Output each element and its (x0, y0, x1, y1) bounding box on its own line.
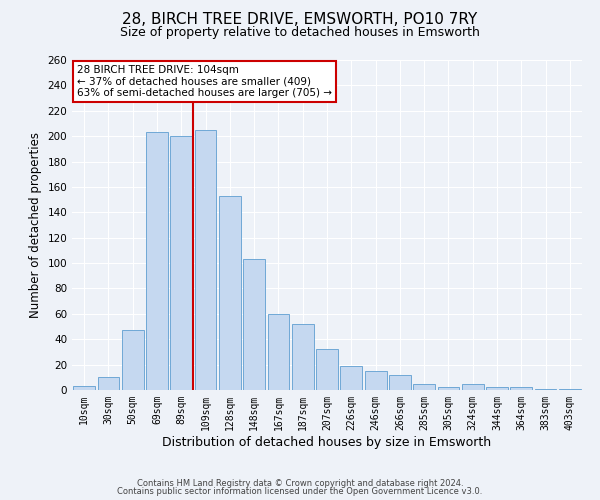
Bar (122, 330, 143, 390)
Bar (462, 384, 484, 390)
Bar (219, 196, 241, 390)
Text: Contains HM Land Registry data © Crown copyright and database right 2024.: Contains HM Land Registry data © Crown c… (137, 478, 463, 488)
Text: 28 BIRCH TREE DRIVE: 104sqm
← 37% of detached houses are smaller (409)
63% of se: 28 BIRCH TREE DRIVE: 104sqm ← 37% of det… (77, 65, 332, 98)
Bar (194, 130, 217, 390)
Bar (389, 375, 411, 390)
Bar (535, 388, 556, 390)
Text: Contains public sector information licensed under the Open Government Licence v3: Contains public sector information licen… (118, 487, 482, 496)
Y-axis label: Number of detached properties: Number of detached properties (29, 132, 42, 318)
Text: Size of property relative to detached houses in Emsworth: Size of property relative to detached ho… (120, 26, 480, 39)
Text: 28, BIRCH TREE DRIVE, EMSWORTH, PO10 7RY: 28, BIRCH TREE DRIVE, EMSWORTH, PO10 7RY (122, 12, 478, 28)
Bar (437, 388, 460, 390)
Bar (365, 371, 386, 390)
Bar (170, 136, 192, 390)
Bar (292, 324, 314, 390)
Bar (97, 378, 119, 390)
Bar (316, 350, 338, 390)
Bar (73, 386, 95, 390)
Bar (413, 384, 435, 390)
Bar (243, 260, 265, 390)
Bar (486, 388, 508, 390)
Bar (559, 388, 581, 390)
Bar (146, 132, 168, 390)
Bar (268, 314, 289, 390)
Bar (511, 388, 532, 390)
X-axis label: Distribution of detached houses by size in Emsworth: Distribution of detached houses by size … (163, 436, 491, 448)
Bar (340, 366, 362, 390)
